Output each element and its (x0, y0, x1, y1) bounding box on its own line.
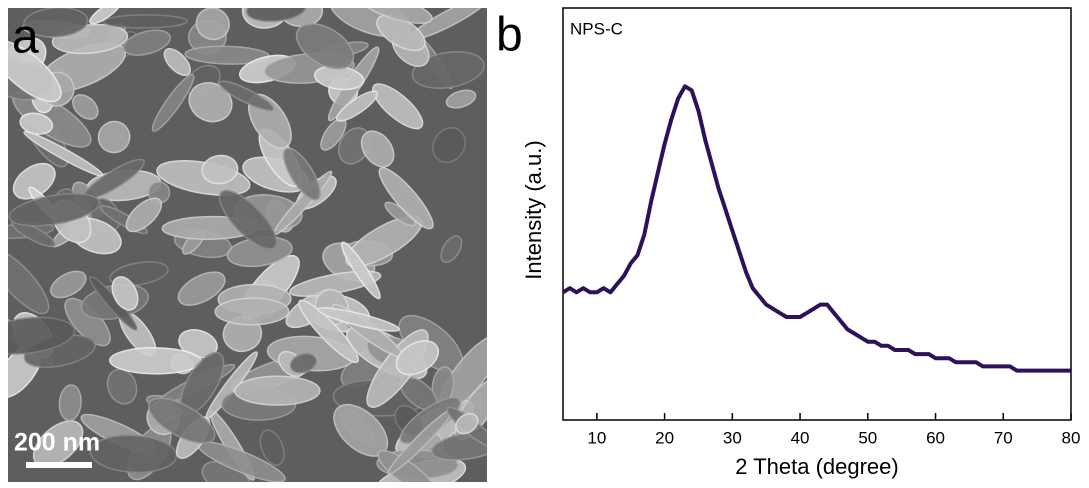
sem-flake (111, 276, 139, 311)
x-tick-label: 30 (723, 428, 742, 447)
x-tick-label: 70 (994, 428, 1013, 447)
sem-flake (72, 94, 99, 120)
sem-flake (109, 347, 202, 375)
sem-flake (89, 434, 178, 474)
plot-frame (562, 7, 1072, 421)
sem-flake (233, 375, 321, 406)
sem-flake (411, 50, 485, 89)
sem-flake (440, 235, 463, 264)
sem-flake (358, 8, 433, 24)
sem-flake (89, 8, 122, 25)
sem-image (8, 8, 487, 482)
sem-flake (23, 8, 89, 38)
sem-flake (125, 197, 163, 233)
sem-flake (295, 23, 355, 70)
sem-flake (102, 14, 188, 29)
sem-flake (177, 271, 226, 306)
sem-flake (195, 8, 230, 41)
x-tick-label: 10 (587, 428, 606, 447)
x-tick-label: 60 (926, 428, 945, 447)
sem-flake (8, 249, 50, 315)
sem-flake (378, 167, 434, 230)
sem-flake (259, 429, 285, 466)
sem-flake (336, 90, 379, 122)
sem-flake (122, 29, 172, 56)
y-axis-label: Intensity (a.u.) (521, 140, 546, 279)
sem-flake (19, 112, 54, 135)
scale-bar (26, 462, 92, 468)
sem-flake (12, 162, 56, 200)
sem-flake (340, 241, 381, 300)
sem-flake (106, 368, 138, 405)
x-tick-label: 80 (1062, 428, 1081, 447)
sem-flake (188, 82, 233, 123)
sem-flake (282, 147, 321, 201)
sem-flake (8, 316, 76, 355)
sem-flake (298, 299, 359, 364)
x-tick-label: 20 (655, 428, 674, 447)
sem-flake (58, 384, 82, 422)
sem-flake (445, 89, 477, 109)
sem-flake (218, 189, 278, 250)
sem-flake (148, 397, 216, 444)
sem-flake (289, 352, 318, 374)
x-tick-label: 40 (791, 428, 810, 447)
x-axis-label: 2 Theta (degree) (735, 454, 898, 479)
panel-label: b (496, 9, 523, 62)
sem-flake (360, 130, 395, 168)
sem-flake (455, 412, 479, 435)
x-tick-label: 50 (858, 428, 877, 447)
annotation: NPS-C (570, 19, 623, 38)
sem-flake (97, 120, 131, 154)
sem-flake (23, 130, 104, 177)
scale-bar-label: 200 nm (14, 429, 100, 457)
sem-flake (371, 83, 424, 130)
sem-flake (201, 154, 239, 185)
sem-flake (163, 48, 191, 76)
sem-flake (395, 340, 440, 376)
sem-flake (377, 450, 437, 482)
sem-flake (50, 270, 87, 299)
sem-flake (218, 80, 275, 112)
sem-flake (246, 8, 307, 22)
data-line (561, 84, 1071, 373)
sem-flake (432, 127, 466, 164)
sem-flake (151, 73, 195, 132)
sem-flake (317, 307, 400, 332)
sem-flake (214, 297, 290, 326)
panel-label: a (12, 11, 39, 64)
sem-flake (8, 193, 101, 227)
sem-flake (8, 40, 62, 103)
